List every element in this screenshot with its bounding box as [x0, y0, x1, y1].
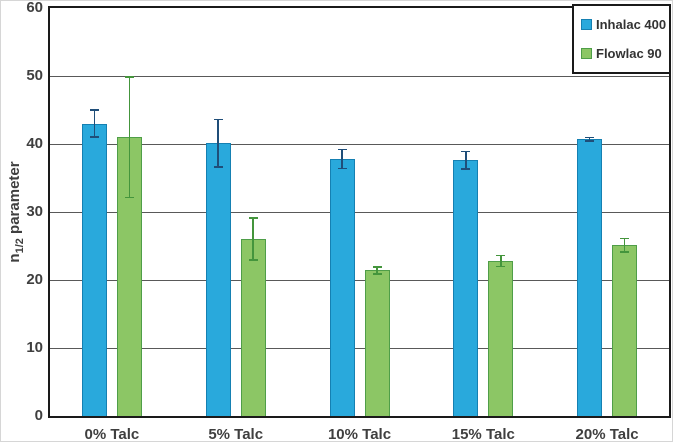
- bar-inhalac-400-1: [205, 143, 231, 416]
- legend: Inhalac 400 Flowlac 90: [572, 4, 671, 74]
- x-category-label-3: 15% Talc: [451, 426, 515, 442]
- x-category-label-2: 10% Talc: [327, 426, 392, 442]
- error-bar-cap: [248, 259, 258, 261]
- error-bar-inhalac-400-3: [465, 150, 467, 170]
- error-bar-cap: [337, 167, 347, 170]
- bar-flowlac-90-2: [364, 270, 390, 416]
- error-bar-flowlac-90-4: [623, 237, 626, 253]
- error-bar-cap: [124, 76, 134, 78]
- error-bar-cap: [585, 136, 595, 139]
- y-tick-label-20: 20: [26, 271, 43, 288]
- y-tick-label-50: 50: [26, 67, 43, 84]
- y-axis-title-sub: 1/2: [14, 238, 26, 254]
- legend-swatch-inhalac-400: [581, 19, 592, 30]
- error-bar-inhalac-400-4: [588, 136, 591, 142]
- legend-swatch-flowlac-90: [581, 48, 592, 59]
- error-bar-cap: [372, 266, 382, 268]
- plot-area: [48, 6, 671, 418]
- legend-entry-inhalac-400: Inhalac 400: [581, 17, 669, 32]
- y-gridline-10: [50, 347, 669, 349]
- error-bar-cap: [89, 136, 99, 138]
- error-bar-cap: [372, 273, 382, 275]
- y-tick-label-60: 60: [26, 0, 43, 16]
- error-bar-inhalac-400-1: [217, 118, 219, 168]
- error-bar-cap: [585, 140, 595, 142]
- error-bar-cap: [620, 237, 630, 240]
- y-axis-title-rest: parameter: [6, 161, 23, 234]
- error-bar-cap: [337, 148, 347, 151]
- error-bar-inhalac-400-0: [93, 109, 96, 138]
- y-tick-label-10: 10: [26, 339, 43, 356]
- error-bar-cap: [213, 166, 223, 168]
- bar-flowlac-90-1: [240, 239, 266, 416]
- y-axis-title-main: n: [6, 253, 23, 263]
- x-category-label-1: 5% Talc: [208, 426, 264, 442]
- x-category-label-0: 0% Talc: [84, 426, 140, 442]
- error-bar-cap: [248, 217, 258, 219]
- error-bar-flowlac-90-0: [128, 76, 131, 199]
- error-bar-flowlac-90-2: [376, 266, 378, 275]
- error-bar-cap: [124, 196, 134, 199]
- y-gridline-20: [50, 279, 669, 281]
- error-bar-flowlac-90-3: [500, 254, 502, 268]
- x-category-label-4: 20% Talc: [575, 426, 639, 442]
- bar-inhalac-400-2: [329, 158, 355, 416]
- error-bar-cap: [620, 251, 630, 253]
- error-bar-cap: [461, 150, 471, 153]
- error-bar-cap: [89, 109, 99, 111]
- error-bar-cap: [461, 168, 471, 170]
- legend-label-flowlac-90: Flowlac 90: [596, 46, 662, 61]
- error-bar-cap: [213, 118, 223, 121]
- error-bar-cap: [496, 254, 506, 257]
- y-gridline-40: [50, 143, 669, 145]
- error-bar-flowlac-90-1: [252, 217, 254, 261]
- y-tick-label-40: 40: [26, 135, 43, 152]
- bar-inhalac-400-3: [453, 160, 479, 416]
- y-tick-label-30: 30: [26, 203, 43, 220]
- legend-entry-flowlac-90: Flowlac 90: [581, 46, 669, 61]
- bar-flowlac-90-4: [612, 245, 638, 416]
- legend-label-inhalac-400: Inhalac 400: [596, 17, 667, 32]
- bar-flowlac-90-3: [488, 260, 514, 416]
- error-bar-inhalac-400-2: [341, 148, 343, 170]
- error-bar-cap: [496, 265, 506, 268]
- bar-inhalac-400-0: [81, 123, 107, 416]
- y-gridline-30: [50, 211, 669, 213]
- y-gridline-50: [50, 75, 669, 77]
- y-tick-label-0: 0: [34, 407, 43, 424]
- bar-inhalac-400-4: [577, 139, 603, 416]
